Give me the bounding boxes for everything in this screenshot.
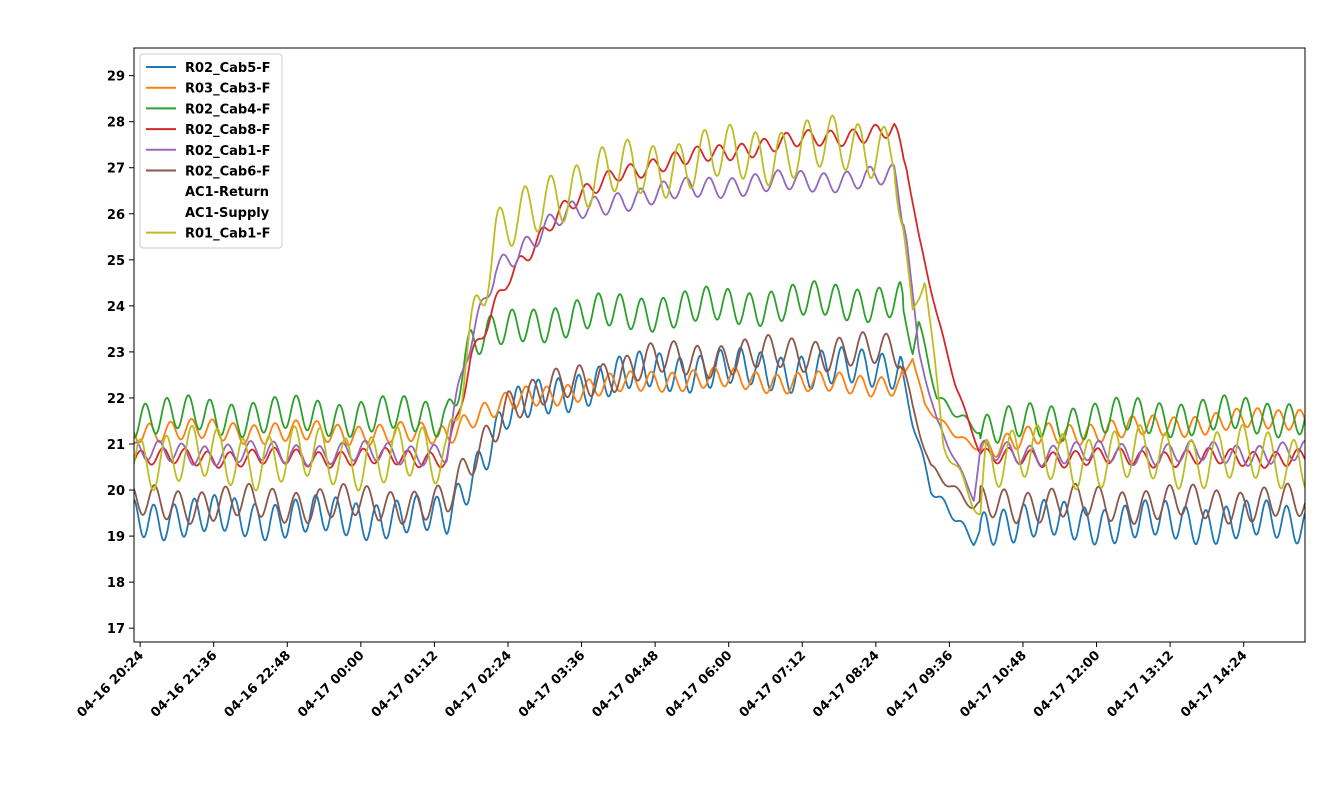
legend-label: R02_Cab5-F [185,61,271,76]
legend-label: AC1-Supply [185,206,270,221]
series-line-r02-cab6-f [134,331,1305,525]
legend-label: AC1-Return [185,185,269,200]
legend-label: R02_Cab6-F [185,165,271,180]
y-tick-label: 17 [107,622,125,637]
series-line-r02-cab8-f [134,122,1305,469]
y-tick-label: 22 [107,392,125,407]
series-line-r02-cab4-f [134,280,1305,444]
y-axis: 17 18 19 20 21 22 23 24 25 26 27 28 29 [107,70,134,637]
y-tick-label: 19 [107,530,125,545]
y-tick-label: 26 [107,208,125,223]
series-layer [134,114,1305,546]
y-tick-label: 28 [107,116,125,131]
y-tick-label: 29 [107,70,125,85]
y-tick-label: 18 [107,576,125,591]
plot-area-frame [133,47,1306,643]
legend-label: R02_Cab8-F [185,123,271,138]
legend-label: R01_Cab1-F [185,227,271,242]
legend: R02_Cab5-F R03_Cab3-F R02_Cab4-F R02_Cab8-F… [139,53,283,249]
y-tick-label: 24 [107,300,125,315]
y-tick-label: 25 [107,254,125,269]
legend-label: R02_Cab1-F [185,144,271,159]
series-line-r02-cab5-f [134,346,1305,546]
legend-box [139,53,283,249]
series-line-r02-cab1-f [134,163,1305,502]
y-tick-label: 21 [107,438,125,453]
legend-label: R02_Cab4-F [185,102,271,117]
y-tick-label: 20 [107,484,125,499]
y-tick-label: 27 [107,162,125,177]
legend-label: R03_Cab3-F [185,82,271,97]
legend-entries: R02_Cab5-F R03_Cab3-F R02_Cab4-F R02_Cab8-F… [146,61,271,242]
y-tick-label: 23 [107,346,125,361]
series-line-r01-cab1-f [134,114,1305,516]
